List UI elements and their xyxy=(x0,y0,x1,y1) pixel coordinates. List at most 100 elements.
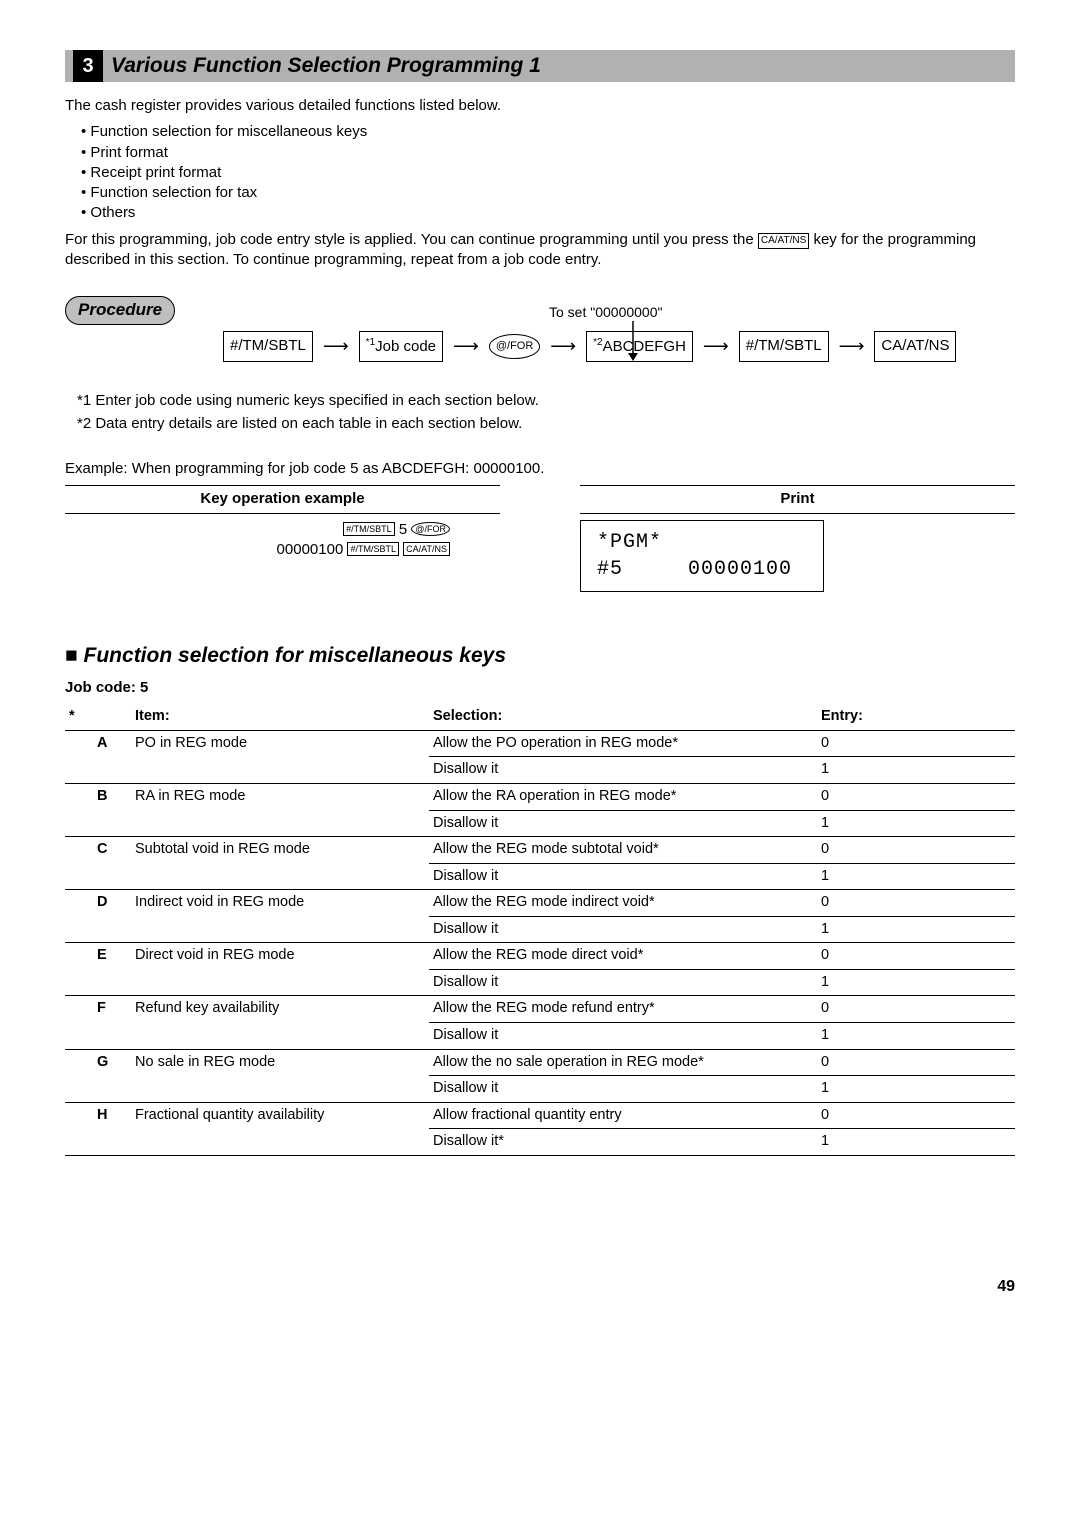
item-code: F xyxy=(93,996,131,1023)
keypress-number: 5 xyxy=(399,521,407,538)
table-row: Disallow it1 xyxy=(65,1023,1015,1050)
item-label: PO in REG mode xyxy=(131,730,429,757)
section-title: Various Function Selection Programming 1 xyxy=(111,52,541,80)
entry-value: 0 xyxy=(817,996,1015,1023)
para-text: For this programming, job code entry sty… xyxy=(65,231,758,248)
item-code: E xyxy=(93,943,131,970)
selection-text: Disallow it xyxy=(429,810,817,837)
selection-text: Allow the REG mode direct void* xyxy=(429,943,817,970)
selection-text: Allow the REG mode refund entry* xyxy=(429,996,817,1023)
print-column: Print *PGM* #5 00000100 xyxy=(580,485,1015,591)
table-row: HFractional quantity availabilityAllow f… xyxy=(65,1102,1015,1129)
column-header: Print xyxy=(580,485,1015,513)
footnote: *1 Enter job code using numeric keys spe… xyxy=(77,390,1015,413)
selection-text: Disallow it xyxy=(429,863,817,890)
bullet-list: Function selection for miscellaneous key… xyxy=(65,122,1015,223)
key-label: @/FOR xyxy=(411,522,450,536)
selection-table: * Item: Selection: Entry: APO in REG mod… xyxy=(65,704,1015,1156)
procedure-label: Procedure xyxy=(65,296,175,325)
bullet-item: Others xyxy=(81,203,1015,223)
bullet-item: Function selection for miscellaneous key… xyxy=(81,122,1015,142)
item-label: Subtotal void in REG mode xyxy=(131,837,429,864)
table-row: Disallow it1 xyxy=(65,969,1015,996)
arrow-icon: ⟶ xyxy=(323,334,349,358)
table-row: Disallow it1 xyxy=(65,1076,1015,1103)
selection-text: Allow the RA operation in REG mode* xyxy=(429,783,817,810)
table-row: Disallow it*1 xyxy=(65,1129,1015,1156)
flow-data-box: *1Job code xyxy=(359,331,443,362)
item-code: D xyxy=(93,890,131,917)
table-row: APO in REG modeAllow the PO operation in… xyxy=(65,730,1015,757)
entry-value: 1 xyxy=(817,863,1015,890)
keypress-number: 00000100 xyxy=(277,541,344,558)
item-code: A xyxy=(93,730,131,757)
bullet-item: Receipt print format xyxy=(81,163,1015,183)
selection-text: Disallow it* xyxy=(429,1129,817,1156)
arrow-icon: ⟶ xyxy=(453,334,479,358)
flow-key-box: #/TM/SBTL xyxy=(739,331,829,361)
entry-value: 1 xyxy=(817,1076,1015,1103)
subsection-title: Function selection for miscellaneous key… xyxy=(65,642,1015,670)
procedure-row: Procedure xyxy=(65,296,1015,325)
item-label: Fractional quantity availability xyxy=(131,1102,429,1129)
print-line: *PGM* xyxy=(597,529,807,556)
item-label: Indirect void in REG mode xyxy=(131,890,429,917)
item-label: Refund key availability xyxy=(131,996,429,1023)
selection-text: Disallow it xyxy=(429,1076,817,1103)
entry-value: 0 xyxy=(817,943,1015,970)
arrow-icon: ⟶ xyxy=(550,334,576,358)
item-code: B xyxy=(93,783,131,810)
table-row: DIndirect void in REG modeAllow the REG … xyxy=(65,890,1015,917)
entry-value: 0 xyxy=(817,890,1015,917)
column-header: Key operation example xyxy=(65,485,500,513)
page-number: 49 xyxy=(65,1276,1015,1298)
entry-value: 0 xyxy=(817,1102,1015,1129)
footnote: *2 Data entry details are listed on each… xyxy=(77,413,1015,436)
table-row: Disallow it1 xyxy=(65,757,1015,784)
entry-value: 0 xyxy=(817,1049,1015,1076)
flow-key-oval: @/FOR xyxy=(489,334,540,359)
table-row: CSubtotal void in REG modeAllow the REG … xyxy=(65,837,1015,864)
table-row: GNo sale in REG modeAllow the no sale op… xyxy=(65,1049,1015,1076)
entry-value: 0 xyxy=(817,837,1015,864)
example-text: Example: When programming for job code 5… xyxy=(65,459,1015,479)
key-operation-column: Key operation example #/TM/SBTL 5 @/FOR … xyxy=(65,485,500,591)
flow-note: To set "00000000" xyxy=(549,303,662,322)
selection-text: Allow the PO operation in REG mode* xyxy=(429,730,817,757)
intro-text: The cash register provides various detai… xyxy=(65,96,1015,116)
table-row: EDirect void in REG modeAllow the REG mo… xyxy=(65,943,1015,970)
selection-text: Disallow it xyxy=(429,757,817,784)
selection-text: Disallow it xyxy=(429,916,817,943)
arrow-icon: ⟶ xyxy=(703,334,729,358)
table-row: Disallow it1 xyxy=(65,916,1015,943)
table-header: Selection: xyxy=(429,704,817,730)
item-code: G xyxy=(93,1049,131,1076)
table-header: * xyxy=(65,704,93,730)
table-row: BRA in REG modeAllow the RA operation in… xyxy=(65,783,1015,810)
flow-key-box: #/TM/SBTL xyxy=(223,331,313,361)
selection-text: Allow the REG mode subtotal void* xyxy=(429,837,817,864)
table-row: Disallow it1 xyxy=(65,863,1015,890)
entry-value: 1 xyxy=(817,916,1015,943)
item-label: RA in REG mode xyxy=(131,783,429,810)
table-header: Item: xyxy=(131,704,429,730)
flow-arrow-down-icon xyxy=(623,321,643,363)
entry-value: 0 xyxy=(817,730,1015,757)
item-code: C xyxy=(93,837,131,864)
entry-value: 1 xyxy=(817,810,1015,837)
entry-value: 1 xyxy=(817,969,1015,996)
bullet-item: Print format xyxy=(81,143,1015,163)
selection-text: Allow the no sale operation in REG mode* xyxy=(429,1049,817,1076)
item-label: Direct void in REG mode xyxy=(131,943,429,970)
job-code-label: Job code: 5 xyxy=(65,678,1015,698)
bullet-item: Function selection for tax xyxy=(81,183,1015,203)
table-row: Disallow it1 xyxy=(65,810,1015,837)
key-label: CA/AT/NS xyxy=(758,233,809,249)
item-code: H xyxy=(93,1102,131,1129)
item-label: No sale in REG mode xyxy=(131,1049,429,1076)
print-output-box: *PGM* #5 00000100 xyxy=(580,520,824,592)
section-number: 3 xyxy=(73,50,103,82)
flow-diagram: To set "00000000" #/TM/SBTL ⟶ *1Job code… xyxy=(65,331,1015,362)
entry-value: 1 xyxy=(817,757,1015,784)
key-label: CA/AT/NS xyxy=(403,542,450,556)
